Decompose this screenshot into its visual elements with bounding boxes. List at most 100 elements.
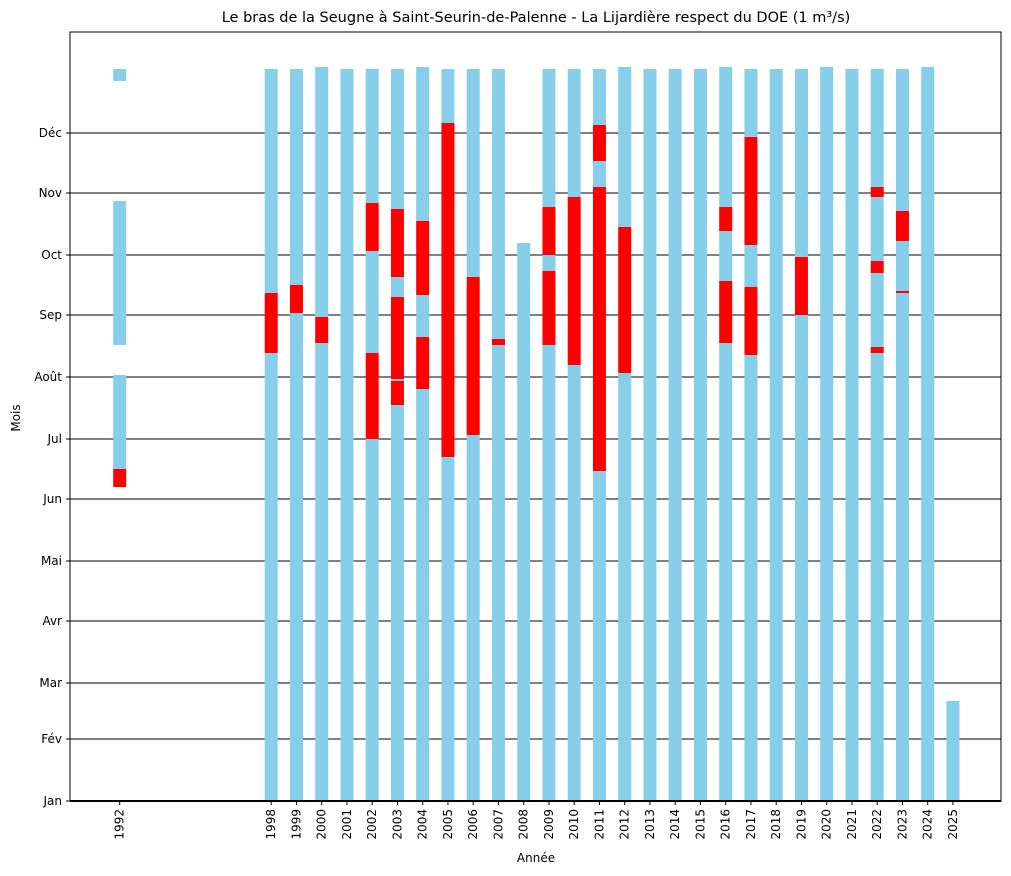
bar-2005 — [441, 69, 455, 801]
bar-segment-respect — [643, 69, 657, 801]
bar-2012 — [618, 67, 632, 801]
bar-2001 — [340, 69, 354, 801]
x-tick-label: 2003 — [390, 809, 404, 840]
bar-segment-respect — [870, 273, 884, 347]
bar-segment-respect — [769, 69, 783, 801]
x-tick-label: 2007 — [491, 809, 505, 840]
bar-segment-respect — [744, 355, 758, 801]
bar-segment-respect — [517, 243, 531, 801]
bar-segment-non-respect — [895, 291, 909, 293]
bar-segment-respect — [466, 69, 480, 277]
bar-segment-respect — [895, 293, 909, 801]
bar-2006 — [466, 69, 480, 801]
bar-segment-non-respect — [542, 207, 556, 255]
bar-segment-respect — [744, 69, 758, 137]
x-tick-label: 2018 — [769, 809, 783, 840]
bars — [113, 67, 960, 801]
bar-segment-non-respect — [390, 297, 404, 379]
bar-2010 — [567, 69, 581, 801]
y-tick-label: Nov — [39, 186, 62, 200]
x-tick-label: 2004 — [416, 809, 430, 840]
bar-segment-non-respect — [592, 125, 606, 161]
bar-2007 — [491, 69, 505, 801]
bar-segment-respect — [719, 343, 733, 801]
bar-segment-non-respect — [744, 137, 758, 245]
y-tick-label: Fév — [41, 732, 62, 746]
x-tick-label: 2020 — [820, 809, 834, 840]
axes: Jan Fév Mar Avr Mai Jun Jul Août Sep Oct Nov Déc 199… — [34, 31, 1002, 840]
bar-segment-respect — [289, 69, 303, 285]
bar-2003 — [390, 69, 404, 801]
bar-segment-respect — [264, 353, 278, 801]
bar-segment-respect — [542, 345, 556, 801]
bar-2008 — [517, 243, 531, 801]
bar-segment-non-respect — [365, 247, 379, 251]
bar-segment-respect — [542, 69, 556, 207]
y-tick-label: Déc — [39, 126, 62, 140]
bar-segment-respect — [618, 67, 632, 227]
x-tick-label: 2002 — [365, 809, 379, 840]
bar-segment-non-respect — [542, 271, 556, 345]
bar-segment-non-respect — [365, 203, 379, 247]
bar-segment-respect — [441, 457, 455, 801]
bar-segment-respect — [491, 345, 505, 801]
x-tick-label: 2024 — [921, 809, 935, 840]
bar-segment-respect — [365, 439, 379, 801]
bar-segment-respect — [794, 69, 808, 257]
bar-2018 — [769, 69, 783, 801]
x-tick-label: 1998 — [264, 809, 278, 840]
bar-2013 — [643, 69, 657, 801]
bar-2025 — [946, 701, 960, 801]
bar-segment-respect — [416, 67, 430, 221]
bar-segment-non-respect — [592, 187, 606, 471]
bar-2015 — [693, 69, 707, 801]
bar-2011 — [592, 69, 606, 801]
bar-2020 — [820, 67, 834, 801]
bar-segment-respect — [315, 67, 329, 317]
bar-segment-respect — [592, 471, 606, 801]
x-tick-label: 2015 — [693, 809, 707, 840]
bar-segment-respect — [592, 161, 606, 187]
bar-segment-non-respect — [870, 261, 884, 273]
bar-segment-non-respect — [567, 197, 581, 365]
bar-segment-non-respect — [113, 469, 127, 487]
bar-segment-non-respect — [315, 317, 329, 343]
x-axis-label: Année — [517, 851, 555, 865]
bar-segment-respect — [315, 343, 329, 801]
x-tick-label: 2013 — [643, 809, 657, 840]
bar-segment-respect — [693, 69, 707, 801]
bar-segment-non-respect — [870, 347, 884, 353]
gridlines — [70, 132, 1001, 740]
bar-segment-respect — [794, 315, 808, 801]
bar-segment-non-respect — [390, 209, 404, 277]
bar-2017 — [744, 69, 758, 801]
bar-segment-respect — [416, 295, 430, 337]
bar-segment-respect — [870, 353, 884, 801]
bar-segment-respect — [946, 701, 960, 801]
bar-segment-non-respect — [390, 381, 404, 405]
bar-segment-respect — [845, 69, 859, 801]
bar-segment-non-respect — [416, 221, 430, 295]
x-tick-label: 2008 — [517, 809, 531, 840]
bar-segment-non-respect — [719, 207, 733, 231]
x-tick-label: 2010 — [567, 809, 581, 840]
bar-segment-respect — [340, 69, 354, 801]
x-tick-label: 2019 — [794, 809, 808, 840]
bar-segment-respect — [466, 435, 480, 801]
bar-2024 — [921, 67, 935, 801]
bar-2023 — [895, 69, 909, 801]
bar-segment-respect — [542, 255, 556, 271]
x-tick-label: 2011 — [592, 809, 606, 840]
bar-segment-respect — [567, 69, 581, 197]
bar-segment-respect — [744, 245, 758, 287]
chart-title: Le bras de la Seugne à Saint-Seurin-de-P… — [222, 10, 851, 26]
bar-2021 — [845, 69, 859, 801]
bar-segment-non-respect — [466, 277, 480, 435]
x-tick-label: 2000 — [315, 809, 329, 840]
bar-segment-respect — [390, 277, 404, 297]
bar-segment-respect — [390, 405, 404, 801]
bar-segment-non-respect — [895, 211, 909, 241]
bar-segment-non-respect — [618, 227, 632, 373]
bar-segment-respect — [113, 69, 127, 81]
bar-segment-respect — [719, 231, 733, 281]
